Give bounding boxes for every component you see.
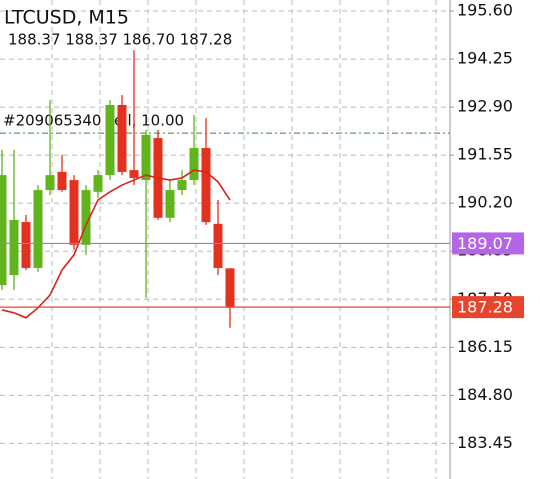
price-badge <box>452 296 524 319</box>
order-label: #209065340 sell, 10.00 <box>3 112 184 130</box>
candle-body <box>0 175 7 286</box>
y-tick-label: 191.55 <box>457 145 513 164</box>
price-badge-label: 187.28 <box>457 298 513 317</box>
candle-body <box>117 104 127 172</box>
candle-body <box>105 104 115 176</box>
candle-body <box>129 170 139 178</box>
ohlc-readout: 188.37 188.37 186.70 187.28 <box>8 31 232 49</box>
candle-body <box>33 190 43 268</box>
y-tick-label: 190.20 <box>457 193 513 212</box>
candle-body <box>21 222 31 268</box>
y-tick-label: 194.25 <box>457 49 513 68</box>
candle-body <box>165 190 175 218</box>
candle-body <box>201 148 211 223</box>
candle-body <box>93 175 103 192</box>
moving-average <box>1 169 231 319</box>
y-tick-label: 186.15 <box>457 337 513 356</box>
candle-body <box>141 134 151 181</box>
candle-body <box>69 180 79 245</box>
price-badge <box>452 232 524 255</box>
candle-body <box>189 148 199 181</box>
candle-body <box>81 190 91 245</box>
candle-body <box>9 219 19 276</box>
chart-title: LTCUSD, M15 <box>4 7 129 29</box>
y-tick-label: 192.90 <box>457 97 513 116</box>
candle-body <box>45 175 55 191</box>
candle-body <box>213 223 223 268</box>
candle-body <box>57 171 67 191</box>
candle-body <box>225 268 235 308</box>
price-badge-label: 189.07 <box>457 234 513 253</box>
y-tick-label: 195.60 <box>457 1 513 20</box>
y-tick-label: 183.45 <box>457 433 513 452</box>
y-tick-label: 184.80 <box>457 385 513 404</box>
candle-body <box>177 180 187 191</box>
